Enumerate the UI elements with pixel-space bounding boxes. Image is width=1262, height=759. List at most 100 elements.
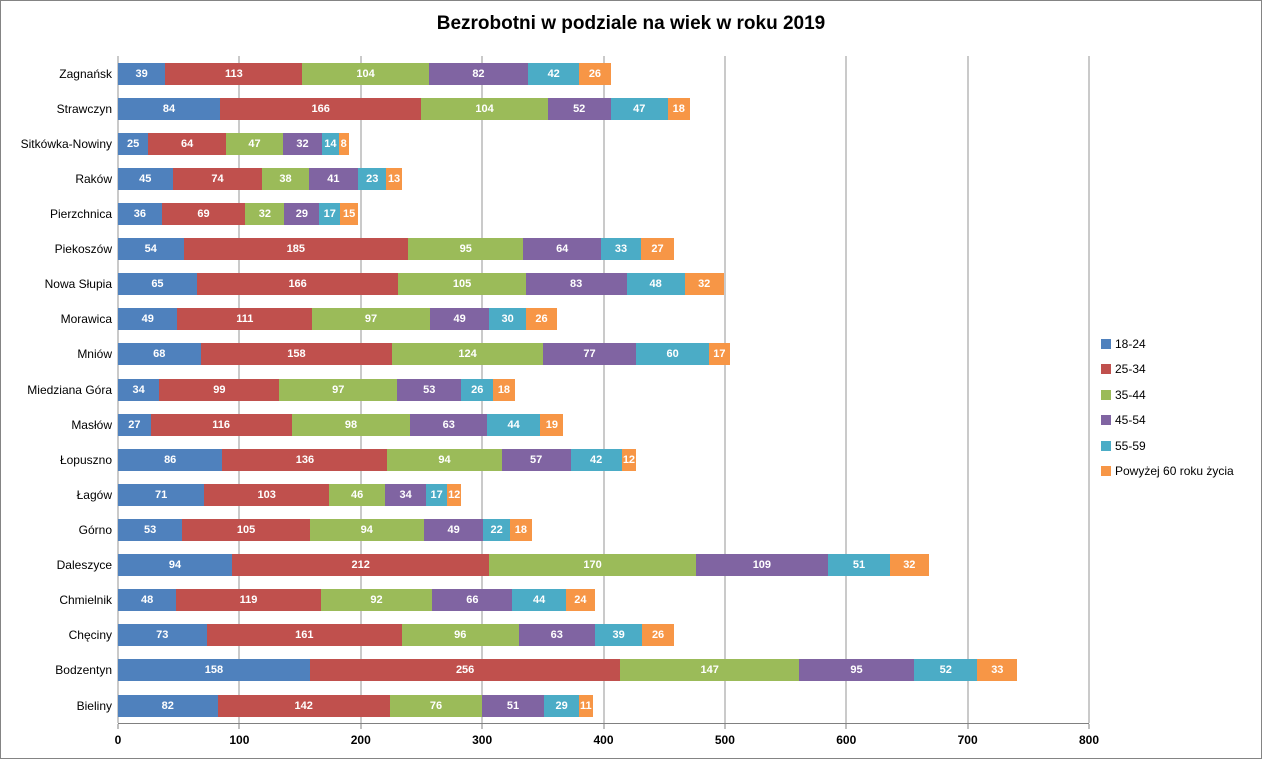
x-axis-tick-label: 600 bbox=[836, 733, 857, 747]
bar-segment: 17 bbox=[319, 202, 341, 225]
category-label: Miedziana Góra bbox=[27, 382, 112, 397]
bar-segment: 109 bbox=[695, 554, 829, 577]
gridline bbox=[603, 56, 604, 723]
bar-segment: 69 bbox=[161, 202, 246, 225]
bar-segment: 212 bbox=[232, 554, 490, 577]
bar-segment: 63 bbox=[410, 413, 487, 436]
x-axis-tick bbox=[724, 724, 726, 729]
legend-label: 18-24 bbox=[1115, 336, 1146, 351]
bar-segment: 25 bbox=[118, 132, 149, 155]
bar-value-label: 82 bbox=[161, 699, 174, 712]
bar-segment: 27 bbox=[641, 238, 674, 261]
bar-segment: 53 bbox=[118, 518, 183, 541]
bar-segment: 95 bbox=[408, 238, 524, 261]
bar-value-label: 113 bbox=[225, 67, 243, 80]
bar-segment: 111 bbox=[177, 308, 313, 331]
bar-segment: 66 bbox=[432, 589, 513, 612]
category-label: Morawica bbox=[60, 312, 112, 327]
stacked-bar: 27 116 98 63 44 19 bbox=[118, 413, 1089, 436]
bar-segment: 39 bbox=[594, 624, 643, 647]
bar-segment: 29 bbox=[284, 202, 320, 225]
bar-row: 34 99 97 53 26 18 bbox=[118, 372, 1089, 407]
bar-segment: 77 bbox=[542, 343, 637, 366]
bar-segment: 97 bbox=[312, 308, 430, 331]
category-label: Łagów bbox=[76, 487, 112, 502]
plot-area: 39 113 104 82 42 26 84 166 104 52 47 18 25 64 47 32 14 8 4… bbox=[117, 56, 1090, 723]
bar-segment: 161 bbox=[206, 624, 402, 647]
legend-marker bbox=[1101, 440, 1111, 451]
bar-segment: 54 bbox=[118, 238, 184, 261]
bar-value-label: 94 bbox=[168, 559, 182, 572]
bar-segment: 94 bbox=[118, 554, 233, 577]
bar-value-label: 158 bbox=[287, 348, 306, 361]
bar-segment: 26 bbox=[525, 308, 558, 331]
bar-value-label: 49 bbox=[453, 313, 466, 326]
bar-segment: 83 bbox=[525, 273, 627, 296]
bar-segment: 136 bbox=[222, 448, 388, 471]
bar-row: 25 64 47 32 14 8 bbox=[118, 126, 1089, 161]
bar-value-label: 53 bbox=[144, 523, 157, 536]
bar-value-label: 41 bbox=[327, 172, 340, 185]
bar-value-label: 97 bbox=[332, 383, 345, 396]
legend-item: 55-59 bbox=[1101, 433, 1234, 459]
x-axis-tick bbox=[360, 724, 362, 729]
bar-value-label: 18 bbox=[497, 383, 511, 396]
bar-value-label: 12 bbox=[622, 453, 636, 466]
legend-marker bbox=[1101, 389, 1111, 400]
bar-segment: 170 bbox=[489, 554, 696, 577]
bar-segment: 42 bbox=[570, 448, 622, 471]
bar-segment: 51 bbox=[828, 554, 890, 577]
bar-segment: 48 bbox=[626, 273, 685, 296]
bar-value-label: 32 bbox=[258, 207, 271, 220]
stacked-bar: 39 113 104 82 42 26 bbox=[118, 62, 1089, 85]
bar-segment: 46 bbox=[329, 483, 386, 506]
bar-value-label: 18 bbox=[514, 523, 528, 536]
bar-value-label: 66 bbox=[466, 594, 479, 607]
bar-value-label: 64 bbox=[181, 137, 194, 150]
category-label: Masłów bbox=[71, 417, 112, 432]
bar-value-label: 63 bbox=[442, 418, 455, 431]
legend-item: 45-54 bbox=[1101, 408, 1234, 434]
bar-row: 36 69 32 29 17 15 bbox=[118, 196, 1089, 231]
legend-label: 45-54 bbox=[1115, 413, 1146, 428]
stacked-bar: 25 64 47 32 14 8 bbox=[118, 132, 1089, 155]
bar-segment: 84 bbox=[118, 97, 220, 120]
bar-segment: 71 bbox=[118, 483, 205, 506]
bar-value-label: 92 bbox=[370, 594, 383, 607]
bar-value-label: 17 bbox=[713, 348, 726, 361]
bar-value-label: 111 bbox=[236, 313, 254, 326]
bar-value-label: 8 bbox=[340, 137, 347, 150]
x-axis-tick-label: 400 bbox=[593, 733, 614, 747]
bar-value-label: 52 bbox=[939, 664, 952, 677]
bar-value-label: 49 bbox=[447, 523, 460, 536]
bar-value-label: 17 bbox=[323, 207, 336, 220]
bar-segment: 44 bbox=[512, 589, 566, 612]
bar-value-label: 47 bbox=[248, 137, 261, 150]
bar-value-label: 33 bbox=[991, 664, 1004, 677]
stacked-bar: 68 158 124 77 60 17 bbox=[118, 343, 1089, 366]
bar-segment: 98 bbox=[291, 413, 411, 436]
bar-segment: 26 bbox=[461, 378, 494, 401]
category-label: Sitkówka-Nowiny bbox=[20, 136, 112, 151]
bar-value-label: 109 bbox=[752, 559, 772, 572]
bar-value-label: 26 bbox=[651, 629, 665, 642]
stacked-bar: 53 105 94 49 22 18 bbox=[118, 518, 1089, 541]
bar-value-label: 161 bbox=[295, 629, 314, 642]
bar-segment: 82 bbox=[118, 694, 218, 717]
bar-value-label: 158 bbox=[204, 664, 224, 677]
bar-row: 53 105 94 49 22 18 bbox=[118, 512, 1089, 547]
bar-value-label: 65 bbox=[151, 278, 164, 291]
bar-value-label: 83 bbox=[570, 278, 583, 291]
bar-value-label: 36 bbox=[133, 207, 146, 220]
bar-row: 48 119 92 66 44 24 bbox=[118, 583, 1089, 618]
bar-value-label: 96 bbox=[454, 629, 467, 642]
bar-segment: 34 bbox=[118, 378, 160, 401]
bar-value-label: 47 bbox=[633, 102, 646, 115]
bar-row: 82 142 76 51 29 11 bbox=[118, 688, 1089, 723]
bar-row: 84 166 104 52 47 18 bbox=[118, 91, 1089, 126]
bar-value-label: 29 bbox=[555, 699, 568, 712]
bar-segment: 104 bbox=[302, 62, 429, 85]
bar-rows: 39 113 104 82 42 26 84 166 104 52 47 18 25 64 47 32 14 8 4… bbox=[118, 56, 1089, 723]
bar-segment: 12 bbox=[621, 448, 637, 471]
bar-segment: 32 bbox=[245, 202, 285, 225]
